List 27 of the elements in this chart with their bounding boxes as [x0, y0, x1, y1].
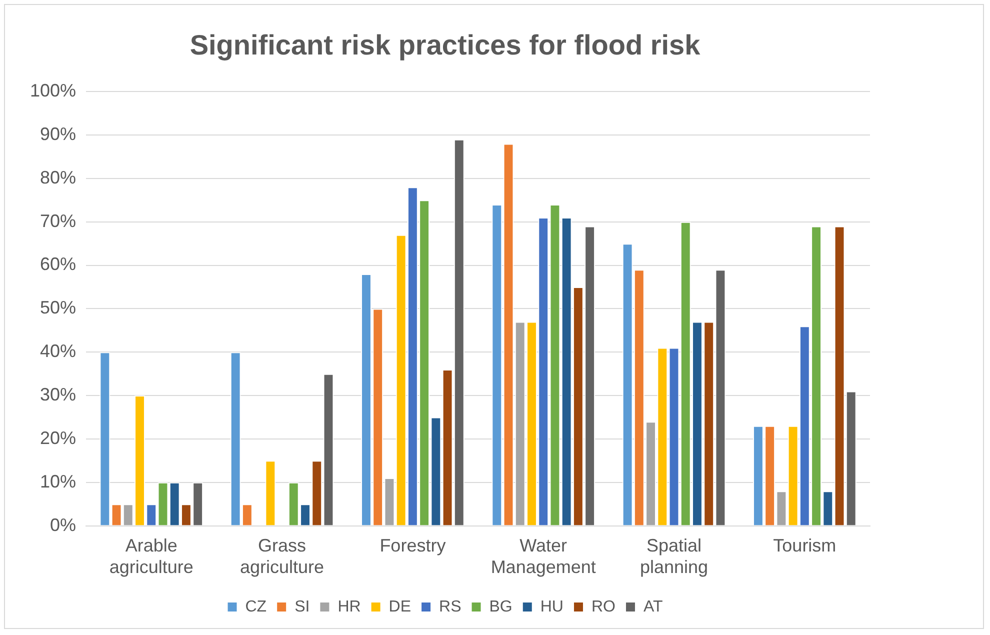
y-tick-label: 40%: [40, 341, 76, 362]
y-tick-label: 0%: [50, 514, 76, 535]
y-tick-label: 30%: [40, 384, 76, 405]
x-tick-label: Spatial planning: [640, 536, 708, 578]
x-tick-label: Water Management: [490, 536, 596, 578]
y-tick-label: 80%: [40, 167, 76, 188]
legend-label: DE: [388, 598, 412, 616]
legend-label: AT: [643, 598, 663, 616]
y-tick-label: 50%: [40, 298, 76, 318]
legend-label: RO: [591, 598, 616, 616]
y-tick-label: 10%: [40, 471, 76, 492]
y-tick-label: 20%: [40, 428, 76, 448]
chart-title: Significant risk practices for flood risk: [190, 30, 701, 61]
x-tick-label: Tourism: [773, 536, 836, 556]
y-tick-label: 100%: [30, 80, 76, 101]
y-tick-label: 70%: [40, 210, 76, 231]
legend-label: HU: [540, 598, 564, 616]
x-tick-label: Forestry: [380, 536, 446, 556]
y-tick-label: 90%: [40, 124, 76, 144]
legend-label: RS: [439, 598, 462, 616]
legend-label: SI: [294, 598, 310, 616]
y-tick-label: 60%: [40, 254, 76, 274]
x-tick-label: Grass agriculture: [240, 536, 324, 578]
legend-label: HR: [338, 598, 361, 616]
x-tick-label: Arable agriculture: [109, 536, 194, 578]
legend-label: BG: [489, 598, 512, 616]
legend-label: CZ: [245, 598, 267, 616]
